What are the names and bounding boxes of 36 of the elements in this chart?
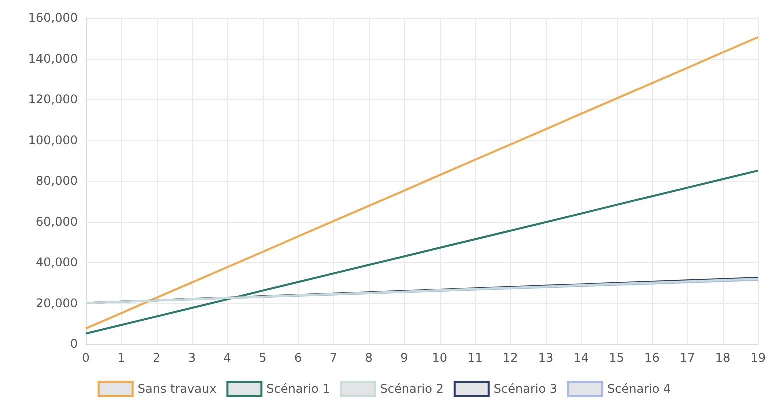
legend-label: Scénario 2	[380, 382, 444, 396]
x-tick-label: 8	[365, 351, 373, 365]
y-tick-label: 0	[70, 337, 78, 351]
x-tick-label: 2	[152, 351, 161, 365]
y-tick-label: 120,000	[28, 92, 78, 106]
x-tick-label: 10	[432, 351, 448, 365]
x-tick-label: 13	[538, 351, 554, 365]
x-tick-label: 17	[680, 351, 696, 365]
y-tick-label: 60,000	[36, 214, 78, 229]
x-tick-label: 15	[609, 351, 624, 365]
x-tick-label: 5	[259, 351, 267, 365]
x-tick-label: 3	[188, 351, 196, 365]
y-tick-label: 160,000	[28, 11, 78, 25]
x-tick-label: 9	[400, 351, 408, 365]
y-tick-label: 100,000	[28, 133, 78, 148]
y-tick-label: 20,000	[36, 296, 78, 310]
x-tick-label: 18	[715, 351, 731, 365]
x-tick-label: 6	[294, 351, 302, 365]
line-series	[85, 36, 760, 330]
x-tick-label: 16	[644, 351, 660, 365]
y-tick-label: 140,000	[28, 52, 78, 66]
y-tick-label: 80,000	[36, 174, 78, 188]
x-tick-label: 0	[82, 351, 90, 365]
x-tick-label: 1	[118, 351, 126, 365]
x-tick-label: 12	[503, 351, 518, 365]
legend-label: Sans travaux	[138, 382, 217, 396]
line-series	[85, 170, 760, 335]
legend-label: Scénario 1	[266, 382, 330, 396]
legend-label: Scénario 3	[494, 382, 558, 396]
x-tick-label: 7	[330, 351, 338, 365]
y-tick-label: 40,000	[36, 256, 78, 270]
x-tick-label: 19	[750, 351, 766, 365]
x-tick-label: 11	[468, 351, 483, 365]
x-tick-label: 14	[574, 351, 590, 365]
legend-label: Scénario 4	[608, 382, 672, 396]
x-tick-label: 4	[224, 351, 232, 365]
